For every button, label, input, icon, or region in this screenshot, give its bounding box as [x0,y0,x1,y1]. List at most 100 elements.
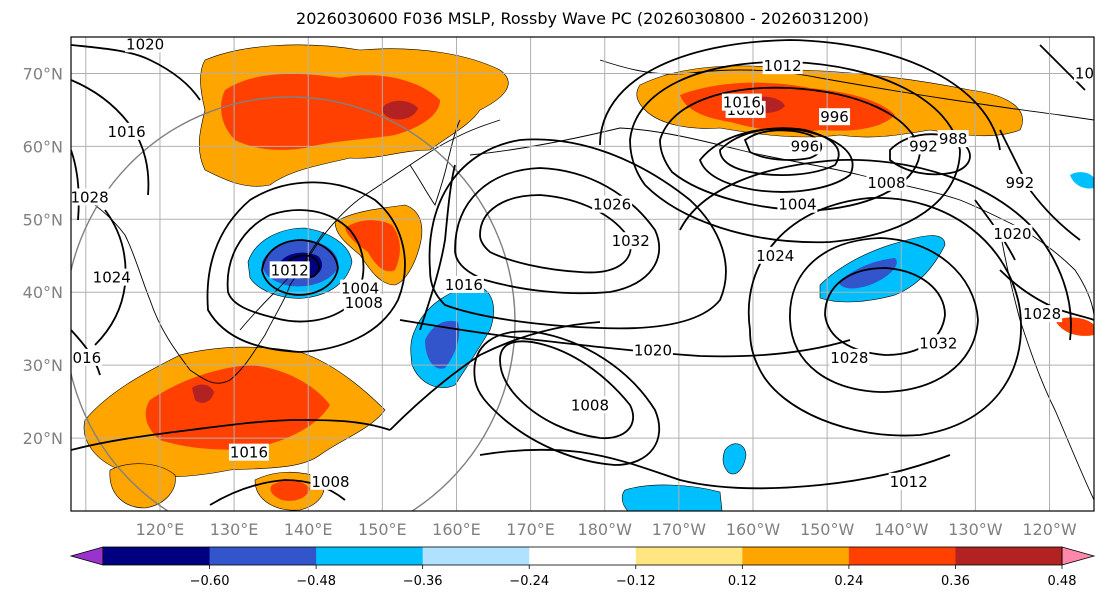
isobar-1008-tropics [209,479,346,506]
isobar-label-background [632,341,673,359]
isobar-label: 996 [791,137,820,155]
latitude-label: 60°N [23,137,63,156]
longitude-label: 150°W [800,520,855,539]
colorbar-tick-label: −0.60 [190,574,230,589]
longitude-label: 150°E [358,520,407,539]
negative-anomaly-central-pacific-core [425,320,460,369]
isobar-label-background [992,224,1033,242]
longitude-label: 160°E [432,520,481,539]
longitude-label: 140°W [874,520,929,539]
colorbar-tick-label: 0.12 [728,574,757,589]
isobar-1016-alaska [599,39,1001,151]
latitude-label: 30°N [23,356,63,375]
isobar-label: 1008 [571,396,609,414]
colorbar: −0.60 −0.48 −0.36 −0.24 −0.12 0.12 0.24 0.36 0.4… [69,546,1096,589]
isobar-1020-asia [71,44,201,101]
isobar-label-background [310,472,351,490]
isobar-label: 1012 [1075,64,1105,82]
isobar-label-background [1004,173,1036,191]
isobar-label: 1020 [126,35,164,53]
reference-circle [71,96,516,511]
latitude-label: 70°N [23,64,63,83]
isobar-label: 1020 [993,225,1031,243]
positive-anomaly-bc-coast [1055,317,1094,336]
isobar-label-background [866,173,907,191]
isobar-label: 1026 [593,196,631,214]
isobar-1024-high [428,138,727,330]
isobar-label-background [91,268,132,286]
isobar-label: 992 [909,137,938,155]
isobar-labels: 1020101610281024101610161008100410081016… [70,35,1105,491]
isobar-label-background [789,137,821,155]
isobar-1008-low [261,239,339,296]
isobar-label: 1012 [271,261,309,279]
isobar-label-background [937,130,969,148]
isobar-1008-alaska [659,86,921,212]
colorbar-bin [529,547,637,565]
colorbar-tick-label: −0.24 [509,574,549,589]
isobar-label-background [777,195,818,213]
longitude-labels: 120°E 130°E 140°E 150°E 160°E 170°E 180°W 170°W… [136,520,1077,539]
latitude-label: 40°N [23,283,63,302]
isobar-label: 1008 [311,473,349,491]
isobar-label-background [125,37,166,53]
isobar-label: 1004 [778,196,816,214]
isobar-label-background [569,396,610,414]
longitude-label: 170°E [506,520,555,539]
longitude-label: 180°W [578,520,633,539]
longitude-label: 130°E [210,520,259,539]
isobar-label: 1032 [612,232,650,250]
isobar-label-background [829,348,870,366]
isobar-1012-alaska [629,61,961,244]
isobar-1012-low [226,209,365,323]
isobar-label-background [1022,305,1063,323]
positive-anomaly-siberia-max [382,100,418,120]
longitude-label: 120°E [136,520,185,539]
positive-anomaly-south-core [270,480,310,501]
isobar-label: 1028 [70,188,108,206]
isobar-label-background [343,294,384,312]
isobar-1012-pacific [473,330,661,466]
isobar-label-background [71,348,103,366]
isobar-1004-gulf [889,133,971,176]
isobar-label: 1016 [723,94,761,112]
isobar-1032-high [479,194,632,274]
colorbar-bin [103,547,211,565]
isobar-label: 988 [939,130,968,148]
isobar-label-background [106,122,147,140]
isobar-label: 1028 [1023,305,1061,323]
isobar-label-background [908,137,939,155]
colorbar-bin [316,547,424,565]
longitude-label: 140°E [284,520,333,539]
map-plot-area: 1020101610281024101610161008100410081016… [70,35,1105,511]
positive-anomaly-siberia-core [221,73,440,150]
isobar-label-background [762,57,803,75]
isobar-label-background [228,443,269,461]
isobar-label-background [721,93,762,111]
latitude-labels: 70°N 60°N 50°N 40°N 30°N 20°N [23,64,63,448]
isobar-1012-arctic [1039,44,1086,91]
isobar-label: 1028 [830,349,868,367]
colorbar-tick-label: 0.24 [834,574,863,589]
isobar-1016-ridge [389,321,601,431]
colorbar-tick-label: −0.48 [296,574,336,589]
isobar-label: 1024 [756,247,794,265]
map-frame [70,36,1095,512]
isobar-label-background [443,275,484,293]
isobar-1008-pacific [499,340,635,439]
latitude-label: 20°N [23,429,63,448]
negative-anomaly-ne-pacific-core [838,258,897,289]
colorbar-bin [742,547,850,565]
isobar-label-background [819,108,851,126]
isobar-label: 1016 [108,123,146,141]
colorbar-frame [102,546,1063,566]
longitude-label: 130°W [948,520,1003,539]
isobar-label-background [592,195,633,213]
colorbar-tick-label: 0.36 [941,574,970,589]
colorbar-extend-high [1061,546,1096,566]
isobar-label: 1008 [867,174,905,192]
positive-anomaly-subtropics-max [192,384,214,403]
colorbar-tick-label: −0.36 [403,574,443,589]
isobar-1020-ridge [399,319,851,358]
